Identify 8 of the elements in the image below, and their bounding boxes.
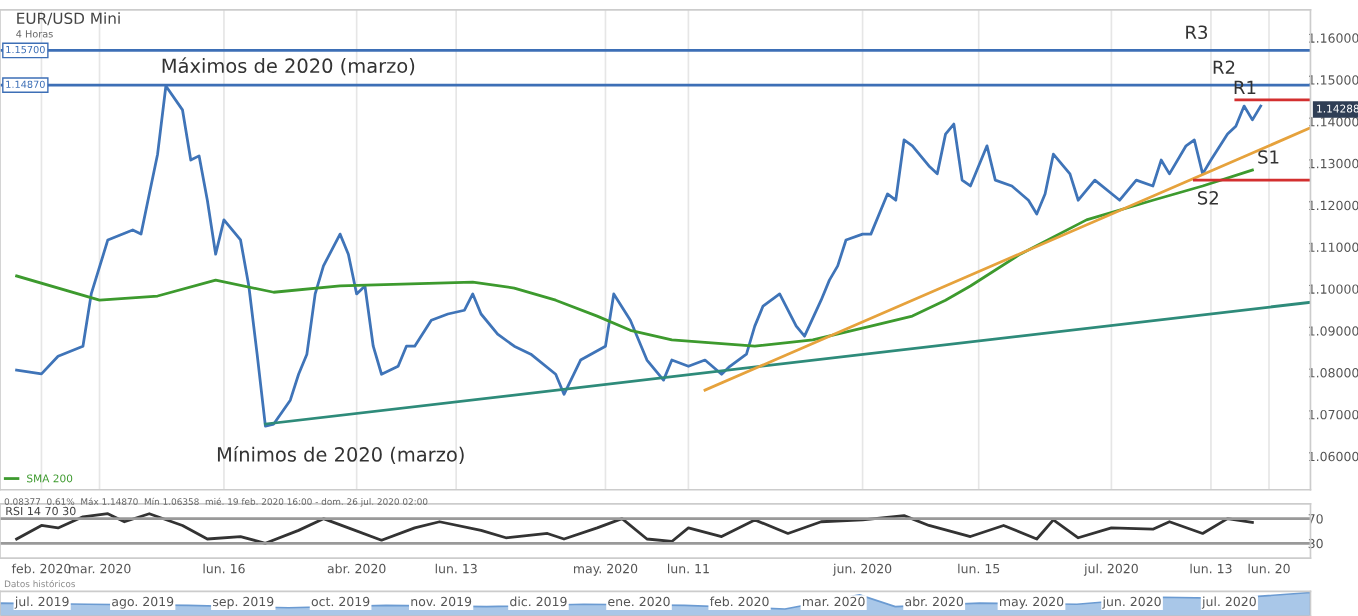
annotation: Mínimos de 2020 (marzo) bbox=[217, 445, 464, 465]
line-series bbox=[15, 168, 1254, 348]
line-series bbox=[15, 512, 1254, 545]
annotation: S1 bbox=[1258, 150, 1279, 164]
annotation: S2 bbox=[1197, 190, 1218, 205]
annotation: R3 bbox=[1186, 25, 1208, 40]
annotation: Máximos de 2020 (marzo) bbox=[162, 57, 415, 76]
annotation: R2 bbox=[1213, 60, 1235, 74]
